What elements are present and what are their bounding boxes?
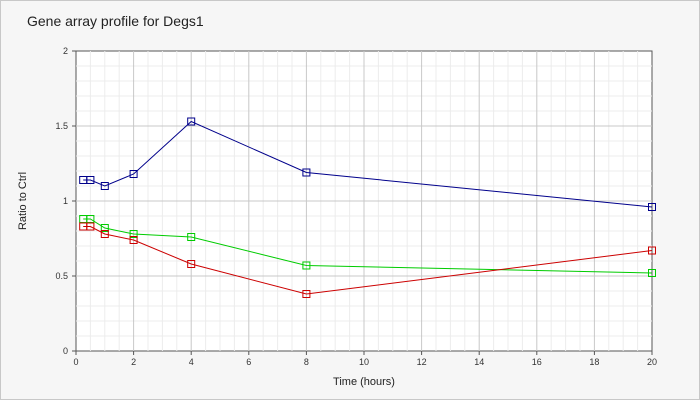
x-tick-label: 10	[359, 357, 369, 367]
y-tick-label: 0	[63, 346, 68, 356]
x-tick-label: 16	[532, 357, 542, 367]
data-point	[187, 233, 196, 241]
data-point	[302, 168, 311, 177]
x-tick-label: 12	[417, 357, 427, 367]
y-tick-label: 2	[63, 46, 68, 56]
x-tick-label: 8	[304, 357, 309, 367]
y-tick-label: 1	[63, 196, 68, 206]
y-tick-label: 0.5	[55, 271, 68, 281]
y-tick-label: 1.5	[55, 121, 68, 131]
series-layer	[79, 117, 656, 298]
data-point	[648, 269, 656, 277]
y-axis-ticks: 0 0.5 1 1.5 2	[55, 46, 76, 356]
major-grid	[76, 51, 652, 351]
data-point	[187, 260, 196, 268]
series-3	[79, 222, 656, 298]
data-point	[129, 236, 138, 244]
data-point	[129, 170, 138, 178]
series-1	[79, 117, 656, 211]
data-point	[648, 203, 656, 211]
x-tick-label: 18	[589, 357, 599, 367]
data-point	[86, 222, 95, 231]
x-axis-label: Time (hours)	[333, 376, 395, 388]
data-point	[129, 230, 138, 238]
data-point	[100, 182, 109, 190]
series-line	[83, 218, 653, 274]
x-tick-label: 14	[474, 357, 484, 367]
data-point	[302, 290, 311, 298]
series-line	[83, 226, 653, 295]
data-point	[100, 224, 109, 232]
x-tick-label: 20	[647, 357, 657, 367]
y-axis-label: Ratio to Ctrl	[17, 172, 29, 230]
data-point	[86, 176, 95, 184]
x-tick-label: 4	[189, 357, 194, 367]
x-tick-label: 2	[131, 357, 136, 367]
x-axis-ticks: 0 2 4 6 8 10 12 14 16 18 20	[73, 351, 657, 367]
series-2	[79, 215, 656, 277]
data-point	[648, 246, 656, 255]
series-line	[83, 120, 653, 208]
data-point	[100, 230, 109, 238]
chart-title: Gene array profile for Degs1	[27, 13, 204, 29]
x-tick-label: 6	[246, 357, 251, 367]
data-point	[302, 261, 311, 270]
data-point	[187, 117, 196, 126]
x-tick-label: 0	[73, 357, 78, 367]
